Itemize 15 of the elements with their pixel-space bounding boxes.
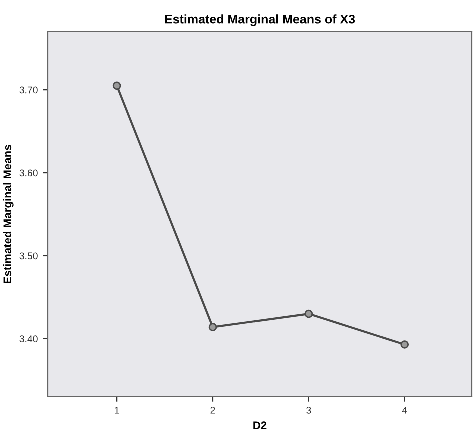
y-tick-label: 3.60	[20, 170, 38, 177]
chart-title: Estimated Marginal Means of X3	[165, 14, 356, 26]
x-tick-label: 4	[402, 407, 408, 414]
y-tick-label: 3.40	[20, 336, 38, 343]
y-tick-label: 3.50	[20, 252, 38, 260]
x-tick-label: 3	[306, 406, 312, 414]
point	[112, 82, 122, 90]
x-tick-label: 1	[115, 407, 120, 414]
point	[400, 340, 410, 349]
y-axis-title: Estimated Marginal Means	[3, 145, 14, 284]
x-axis-title: D2	[254, 422, 267, 430]
point	[208, 323, 218, 332]
x-tick-label: 2	[210, 406, 216, 414]
point	[304, 310, 314, 318]
y-tick-label: 3.70	[20, 86, 38, 94]
